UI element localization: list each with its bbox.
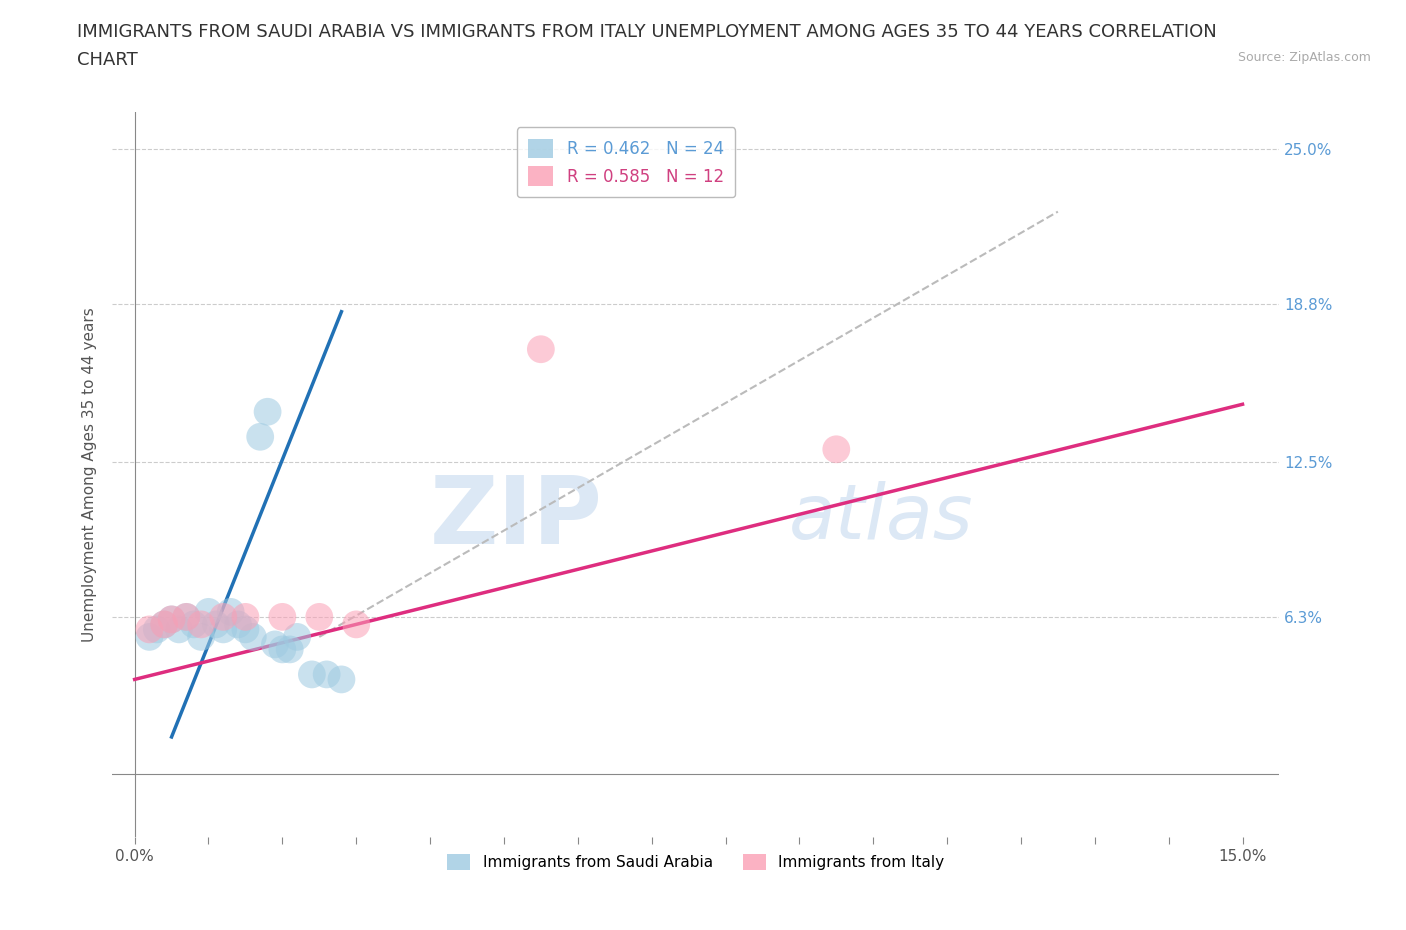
Point <box>160 612 183 627</box>
Legend: Immigrants from Saudi Arabia, Immigrants from Italy: Immigrants from Saudi Arabia, Immigrants… <box>441 848 950 876</box>
Text: Source: ZipAtlas.com: Source: ZipAtlas.com <box>1237 51 1371 64</box>
Point <box>197 604 219 619</box>
Point <box>212 609 235 624</box>
Point <box>530 342 553 357</box>
Point <box>176 609 198 624</box>
Text: IMMIGRANTS FROM SAUDI ARABIA VS IMMIGRANTS FROM ITALY UNEMPLOYMENT AMONG AGES 35: IMMIGRANTS FROM SAUDI ARABIA VS IMMIGRAN… <box>77 23 1218 41</box>
Point <box>212 622 235 637</box>
Point <box>226 617 249 631</box>
Point <box>167 622 190 637</box>
Point <box>176 609 198 624</box>
Point <box>153 617 176 631</box>
Point <box>153 617 176 631</box>
Point <box>190 617 212 631</box>
Point <box>138 630 160 644</box>
Point <box>256 405 278 419</box>
Point <box>183 617 205 631</box>
Text: atlas: atlas <box>789 481 974 555</box>
Point <box>344 617 367 631</box>
Y-axis label: Unemployment Among Ages 35 to 44 years: Unemployment Among Ages 35 to 44 years <box>82 307 97 642</box>
Point <box>285 630 308 644</box>
Point <box>271 609 294 624</box>
Point <box>190 630 212 644</box>
Point <box>205 617 228 631</box>
Point <box>278 642 301 657</box>
Point <box>330 672 353 687</box>
Point <box>160 612 183 627</box>
Point <box>249 430 271 445</box>
Point <box>235 609 257 624</box>
Text: ZIP: ZIP <box>430 472 603 564</box>
Point <box>825 442 848 457</box>
Point <box>138 622 160 637</box>
Point <box>308 609 330 624</box>
Point <box>146 622 169 637</box>
Text: CHART: CHART <box>77 51 138 69</box>
Point <box>242 630 264 644</box>
Point <box>264 637 287 652</box>
Point <box>301 667 323 682</box>
Point <box>315 667 337 682</box>
Point <box>219 604 242 619</box>
Point <box>271 642 294 657</box>
Point <box>235 622 257 637</box>
